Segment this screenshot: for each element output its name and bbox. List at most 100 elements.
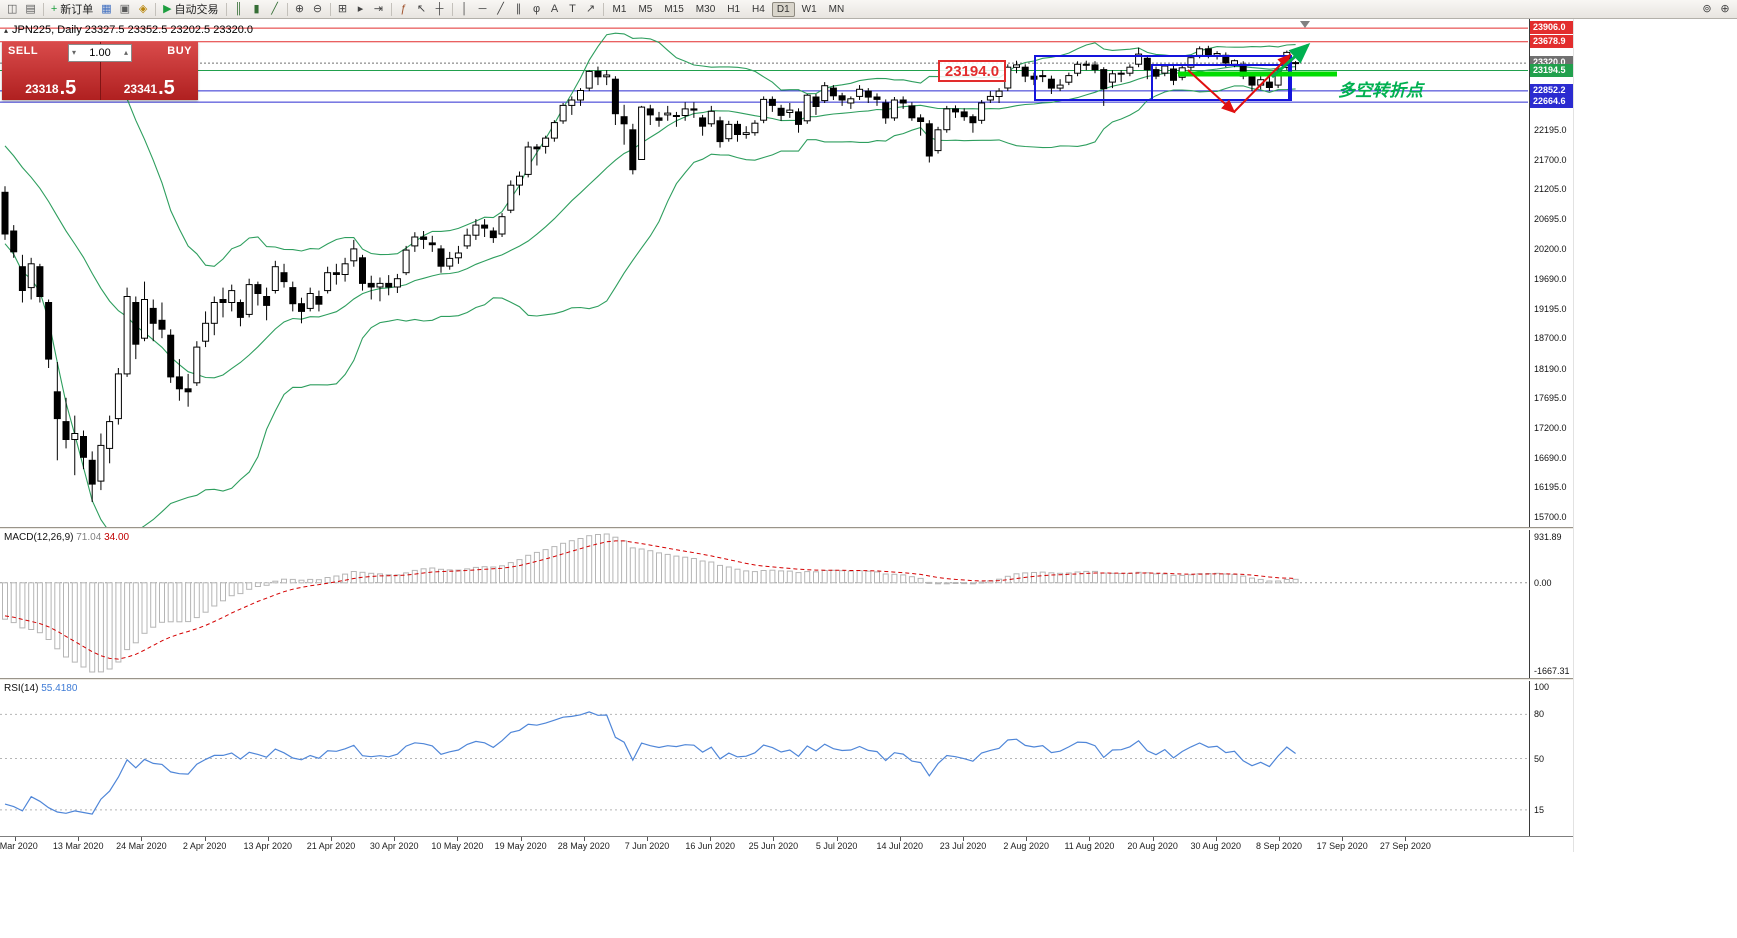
fibonacci-icon[interactable]: φ xyxy=(528,1,546,17)
timeframe-m5[interactable]: M5 xyxy=(638,3,653,15)
text-label-icon[interactable]: T xyxy=(564,1,582,17)
date-label: 28 May 2020 xyxy=(557,841,610,851)
market-watch-icon[interactable]: ▦ xyxy=(97,1,115,17)
indicators-icon[interactable]: ƒ xyxy=(395,1,413,17)
data-window-icon[interactable]: ▣ xyxy=(116,1,134,17)
pane-splitter[interactable] xyxy=(0,527,1573,530)
vertical-line-icon[interactable]: │ xyxy=(456,1,474,17)
price-scale-label: 19195.0 xyxy=(1534,303,1567,314)
chart-shift-icon[interactable]: ⇥ xyxy=(370,1,388,17)
timeframe-m1[interactable]: M1 xyxy=(612,3,627,15)
search-symbol-icon[interactable]: ⊚ xyxy=(1698,1,1716,17)
pane-splitter[interactable] xyxy=(0,678,1573,681)
arrows-icon[interactable]: ↗ xyxy=(582,1,600,17)
breakout-up-arrow[interactable] xyxy=(1271,43,1311,79)
line-chart-icon[interactable]: ╱ xyxy=(266,1,284,17)
annotation-note-text[interactable]: 多空转折点 xyxy=(1338,81,1423,100)
timeframe-m15[interactable]: M15 xyxy=(664,3,684,15)
text-icon[interactable]: A xyxy=(546,1,564,17)
sell-button[interactable]: SELL 23318.5 xyxy=(2,42,101,100)
one-click-collapse-icon[interactable]: ▴ xyxy=(4,25,9,35)
date-label: 14 Jul 2020 xyxy=(876,841,924,851)
vertical-line-icon: │ xyxy=(461,3,468,15)
macd-pane[interactable]: 931.89 0.00 -1667.31 MACD(12,26,9) 71.04 3… xyxy=(0,530,1573,678)
auto-scroll-icon[interactable]: ▸ xyxy=(352,1,370,17)
volume-input[interactable]: ▾ 1.00 ▴ xyxy=(68,44,132,62)
price-axis[interactable]: 22195.0 21700.0 21205.0 20695.0 20200.0 19690… xyxy=(1529,19,1573,527)
crosshair-icon[interactable]: ┼ xyxy=(431,1,449,17)
date-tick xyxy=(1279,837,1280,841)
time-axis[interactable]: 5 Mar 2020 13 Mar 2020 24 Mar 2020 2 Apr 20… xyxy=(0,836,1573,852)
timeframe-toolbar: M1 M5 M15 M30 H1 H4 D1 W1 MN xyxy=(607,1,851,17)
date-label: 13 Mar 2020 xyxy=(52,841,104,851)
cursor-icon[interactable]: ↖ xyxy=(413,1,431,17)
date-tick xyxy=(899,837,901,841)
date-tick xyxy=(204,837,206,841)
v-pattern-up-arrow[interactable] xyxy=(1233,53,1292,113)
chart-profiles-icon[interactable]: ▤ xyxy=(21,1,39,17)
price-callout-23194[interactable]: 23194.0 xyxy=(938,60,1006,82)
trendline-icon: ╱ xyxy=(497,3,504,15)
price-tag-23194.5: 23194.5 xyxy=(1530,63,1573,77)
candlestick-chart-icon[interactable]: ▮ xyxy=(248,1,266,17)
quick-search-icon[interactable]: ⊕ xyxy=(1716,1,1734,17)
price-scale-label: 16195.0 xyxy=(1534,482,1567,493)
date-tick xyxy=(267,837,269,841)
workspace: 22195.0 21700.0 21205.0 20695.0 20200.0 19690… xyxy=(0,19,1737,852)
bar-chart-icon[interactable]: ║ xyxy=(230,1,248,17)
date-tick xyxy=(520,837,522,841)
autotrade-button[interactable]: ▶ 自动交易 xyxy=(159,1,222,17)
trendline-icon[interactable]: ╱ xyxy=(492,1,510,17)
zoom-out-icon[interactable]: ⊖ xyxy=(309,1,327,17)
macd-axis[interactable]: 931.89 0.00 -1667.31 xyxy=(1529,530,1573,678)
symbol-ohlc-text: JPN225, Daily 23327.5 23352.5 23202.5 23… xyxy=(12,24,253,36)
rsi-pane[interactable]: 100 80 50 15 RSI(14) 55.4180 xyxy=(0,681,1573,836)
date-tick xyxy=(1342,837,1344,841)
date-tick xyxy=(583,837,585,841)
timeframe-d1[interactable]: D1 xyxy=(771,1,795,17)
toolbar-separator xyxy=(329,2,331,16)
timeframe-h4[interactable]: H4 xyxy=(752,3,765,15)
horizontal-price-lines[interactable] xyxy=(0,27,1528,103)
equidistant-channel-icon[interactable]: ∥ xyxy=(510,1,528,17)
price-chart[interactable] xyxy=(0,19,1529,527)
chart-window-jpn225: 22195.0 21700.0 21205.0 20695.0 20200.0 19690… xyxy=(0,19,1573,852)
navigator-icon[interactable]: ◈ xyxy=(134,1,152,17)
rsi-label: RSI(14) 55.4180 xyxy=(4,683,78,694)
date-label: 10 May 2020 xyxy=(431,841,484,851)
timeframe-w1[interactable]: W1 xyxy=(801,3,817,15)
candlestick-chart-icon: ▮ xyxy=(253,3,260,15)
new-chart-icon[interactable]: ◫ xyxy=(3,1,21,17)
timeframe-mn[interactable]: MN xyxy=(828,3,845,15)
timeframe-h1[interactable]: H1 xyxy=(727,3,741,15)
price-scale-label: 16690.0 xyxy=(1534,452,1567,463)
rsi-100-label: 100 xyxy=(1534,682,1550,692)
line-chart-icon: ╱ xyxy=(271,3,278,15)
horizontal-line-icon[interactable]: ─ xyxy=(474,1,492,17)
autotrade-button-label: 自动交易 xyxy=(174,4,219,16)
price-pane[interactable]: 22195.0 21700.0 21205.0 20695.0 20200.0 19690… xyxy=(0,19,1573,527)
chart-shift-icon: ⇥ xyxy=(373,3,384,15)
tile-windows-icon[interactable]: ⊞ xyxy=(334,1,352,17)
bottom-empty-area xyxy=(0,852,1737,938)
date-label: 5 Jul 2020 xyxy=(815,841,858,851)
timeframe-m30[interactable]: M30 xyxy=(695,3,716,15)
bar-chart-icon: ║ xyxy=(234,3,243,15)
chart-shift-marker-icon[interactable] xyxy=(1300,21,1310,28)
macd-histogram xyxy=(2,533,1299,673)
arrows-icon: ↗ xyxy=(585,3,596,15)
price-scale-label: 17695.0 xyxy=(1534,393,1567,404)
rsi-axis[interactable]: 100 80 50 15 xyxy=(1529,681,1573,836)
v-pattern-down-arrow[interactable] xyxy=(1187,69,1236,114)
new-order-button[interactable]: + 新订单 xyxy=(47,1,97,17)
volume-decrease-icon[interactable]: ▾ xyxy=(72,48,77,57)
volume-value: 1.00 xyxy=(89,47,111,59)
date-tick xyxy=(331,837,332,841)
navigator-icon: ◈ xyxy=(138,3,148,15)
sell-label: SELL xyxy=(8,45,39,57)
volume-increase-icon[interactable]: ▴ xyxy=(123,48,128,57)
zoom-in-icon[interactable]: ⊕ xyxy=(291,1,309,17)
date-tick xyxy=(647,837,648,841)
price-scale-label: 17200.0 xyxy=(1534,422,1567,433)
